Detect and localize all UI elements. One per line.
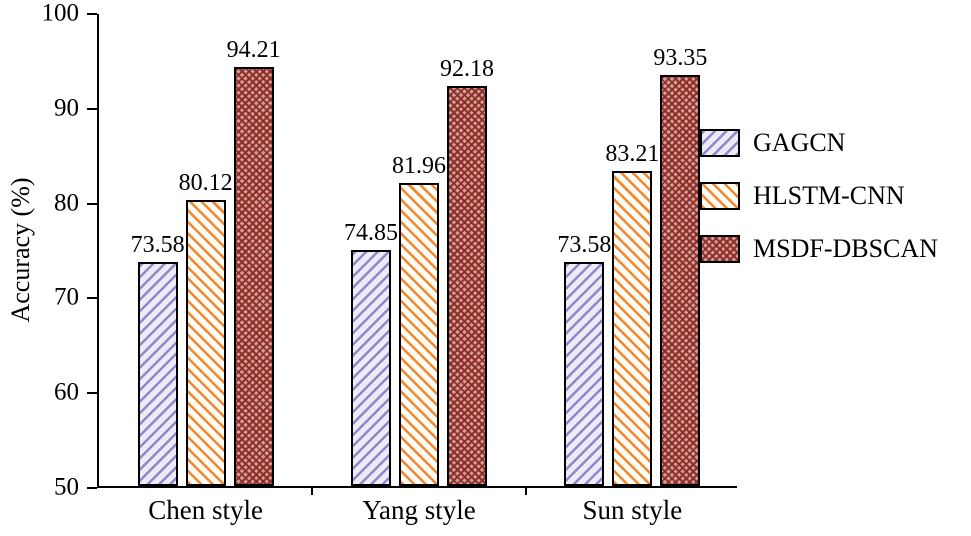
legend-label-hlstm-cnn: HLSTM-CNN [753,181,905,210]
x-category-label: Chen style [148,495,264,525]
x-category-label: Yang style [362,495,476,525]
y-tick-label: 70 [54,283,79,311]
legend-item-hlstm-cnn: HLSTM-CNN [700,181,938,211]
y-tick-label: 100 [41,0,80,27]
legend-item-gagcn: GAGCN [700,128,938,158]
bar-value-label: 80.12 [178,170,233,197]
y-tick-label: 50 [54,473,79,501]
bar-value-label: 83.21 [605,141,660,168]
bar-gagcn-yang-style [351,250,391,486]
bar-value-label: 81.96 [392,153,446,180]
legend-label-msdf-dbscan: MSDF-DBSCAN [753,234,938,263]
y-axis-tick [87,13,97,15]
plot-area: 50 60 70 80 90 100 Chen style 73.58 80.12 94.21 Ya… [42,0,737,525]
y-tick-label: 80 [54,188,79,216]
legend: GAGCN HLSTM-CNN MSDF-DBSCAN [700,128,938,287]
y-axis-tick [87,487,97,489]
legend-item-msdf-dbscan: MSDF-DBSCAN [700,234,938,264]
bar-gagcn-chen-style [137,262,178,486]
y-axis-tick [87,392,97,395]
bar-msdf-dbscan-chen-style [233,66,274,486]
bar-value-label: 94.21 [226,36,281,63]
bar-value-label: 73.58 [130,232,185,259]
bar-hlstm-cnn-sun-style [612,171,653,486]
bar-value-label: 93.35 [653,45,708,72]
y-tick-label: 60 [54,378,79,406]
legend-label-gagcn: GAGCN [753,128,846,157]
bar-msdf-dbscan-yang-style [447,86,487,486]
y-tick-label: 90 [54,94,79,122]
legend-swatch-hlstm-cnn-icon [700,182,740,210]
x-axis-tick [311,486,314,495]
y-axis-tick [87,107,97,110]
y-axis-tick [87,202,97,205]
bar-msdf-dbscan-sun-style [660,75,701,486]
x-axis-tick [524,486,527,495]
bar-hlstm-cnn-chen-style [185,200,226,486]
bar-hlstm-cnn-yang-style [399,183,439,486]
bar-value-label: 73.58 [557,232,612,259]
x-category-label: Sun style [582,495,683,525]
legend-swatch-gagcn-icon [700,129,740,157]
bar-value-label: 74.85 [344,220,398,247]
y-axis-tick [87,297,97,300]
bar-gagcn-sun-style [564,262,605,486]
legend-swatch-msdf-dbscan-icon [700,235,740,263]
bar-value-label: 92.18 [440,56,494,83]
